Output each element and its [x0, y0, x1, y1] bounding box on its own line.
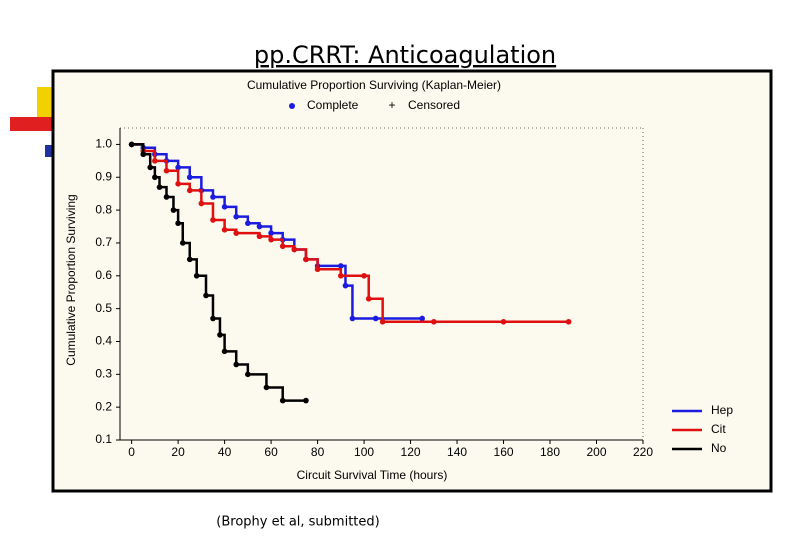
y-tick-label: 1.0: [95, 137, 112, 151]
km-point: [179, 240, 186, 246]
x-tick-label: 0: [128, 445, 135, 459]
km-point: [156, 184, 163, 190]
slide-title: pp.CRRT: Anticoagulation: [254, 41, 556, 69]
km-point: [186, 256, 193, 263]
km-point: [291, 246, 298, 253]
x-tick-label: 100: [354, 445, 374, 459]
y-axis-label: Cumulative Proportion Surviving: [64, 194, 78, 365]
x-tick-label: 120: [401, 445, 421, 459]
km-point: [256, 233, 263, 240]
km-point: [500, 318, 507, 325]
km-point: [210, 315, 216, 322]
km-point: [256, 223, 263, 230]
km-point: [163, 194, 170, 200]
legend-label: Hep: [711, 403, 733, 417]
km-point: [198, 200, 205, 207]
legend-label: No: [711, 441, 727, 455]
legend-complete: Complete: [307, 98, 359, 112]
km-point: [175, 220, 181, 227]
x-axis-label: Circuit Survival Time (hours): [297, 468, 448, 482]
y-tick-label: 0.4: [95, 334, 112, 348]
km-point: [221, 348, 228, 355]
km-point: [233, 230, 240, 236]
km-point: [128, 141, 135, 148]
y-tick-label: 0.2: [95, 399, 112, 413]
km-point: [186, 187, 193, 194]
x-tick-label: 140: [447, 445, 467, 459]
x-tick-label: 80: [311, 445, 325, 459]
km-point: [140, 151, 147, 158]
km-point: [431, 318, 437, 325]
y-tick-label: 0.8: [95, 202, 112, 216]
y-tick-label: 0.3: [95, 366, 112, 380]
km-point: [303, 256, 309, 263]
km-point: [193, 272, 200, 279]
km-point: [163, 167, 170, 174]
km-line: [131, 143, 423, 320]
y-tick-label: 0.9: [95, 169, 112, 183]
km-point: [147, 164, 154, 171]
km-point: [342, 282, 349, 289]
km-point: [279, 397, 286, 404]
km-point: [175, 164, 181, 171]
chart-title: Cumulative Proportion Surviving (Kaplan-…: [247, 78, 501, 92]
y-tick-label: 0.5: [95, 301, 112, 315]
km-point: [338, 272, 344, 279]
km-point: [203, 292, 209, 299]
x-tick-label: 20: [171, 445, 185, 459]
km-point: [314, 266, 321, 273]
km-point: [379, 318, 386, 325]
x-tick-label: 60: [264, 445, 278, 459]
km-point: [170, 207, 177, 213]
km-point: [349, 315, 356, 322]
y-tick-label: 0.7: [95, 235, 112, 249]
km-point: [217, 332, 223, 338]
legend-censored-marker: +: [388, 98, 395, 112]
km-point: [221, 227, 228, 233]
chart-frame: [51, 69, 773, 493]
legend-censored: Censored: [408, 98, 460, 112]
km-point: [186, 174, 193, 181]
km-point: [361, 272, 367, 279]
x-tick-label: 180: [540, 445, 560, 459]
x-tick-label: 200: [586, 445, 606, 459]
km-point: [152, 174, 158, 181]
footnote: (Brophy et al, submitted): [216, 515, 379, 530]
legend-label: Cit: [711, 422, 726, 436]
y-tick-label: 0.6: [95, 268, 112, 282]
legend-complete-marker: [289, 103, 295, 109]
km-point: [565, 318, 572, 325]
km-point: [419, 315, 425, 322]
km-point: [303, 397, 309, 404]
km-point: [221, 204, 228, 210]
km-point: [372, 315, 379, 322]
km-point: [245, 371, 251, 378]
km-point: [233, 213, 240, 220]
x-tick-label: 160: [494, 445, 514, 459]
km-point: [365, 295, 372, 302]
km-point: [268, 236, 274, 243]
km-point: [210, 217, 216, 223]
km-point: [233, 361, 240, 368]
km-point: [210, 194, 216, 200]
km-point: [175, 181, 181, 187]
km-point: [245, 220, 251, 227]
km-point: [338, 263, 344, 269]
deco-blue: [45, 145, 53, 157]
km-point: [263, 384, 270, 391]
x-tick-label: 220: [633, 445, 653, 459]
km-point: [152, 158, 158, 164]
x-tick-label: 40: [218, 445, 232, 459]
km-point: [279, 243, 286, 250]
km-point: [268, 230, 274, 236]
y-tick-label: 0.1: [95, 432, 112, 446]
